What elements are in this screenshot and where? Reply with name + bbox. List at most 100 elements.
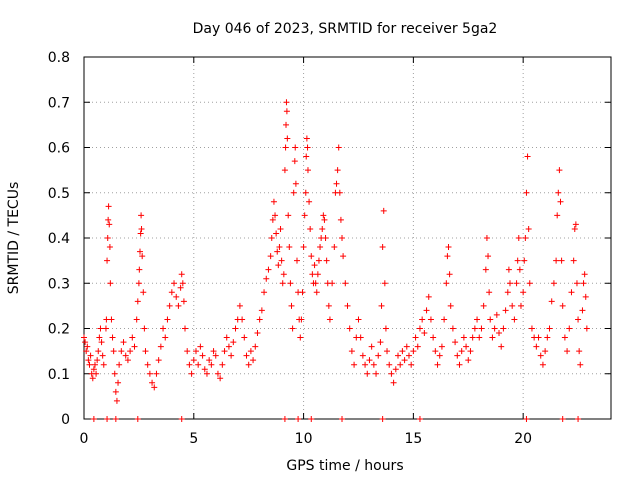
data-point	[414, 343, 421, 350]
data-point	[104, 257, 111, 264]
data-point	[436, 352, 443, 359]
data-point	[542, 348, 549, 355]
data-point	[308, 253, 315, 260]
x-tick-label: 15	[404, 431, 422, 447]
data-point	[140, 289, 147, 296]
data-point	[142, 348, 149, 355]
data-point	[175, 302, 182, 309]
data-point	[460, 334, 467, 341]
data-point	[381, 280, 388, 287]
data-point	[272, 212, 279, 219]
data-point	[517, 302, 524, 309]
data-point-zero	[295, 416, 302, 422]
data-point	[583, 325, 590, 332]
data-point	[364, 370, 371, 377]
data-point	[425, 293, 432, 300]
data-point	[523, 189, 530, 196]
data-point	[446, 271, 453, 278]
data-point	[269, 216, 276, 223]
data-point	[375, 352, 382, 359]
data-point	[447, 302, 454, 309]
data-point	[496, 330, 503, 337]
data-point	[290, 189, 297, 196]
data-point	[504, 289, 511, 296]
data-point	[86, 361, 93, 368]
data-point	[105, 203, 112, 210]
data-point	[576, 348, 583, 355]
data-point	[582, 293, 589, 300]
data-point	[548, 298, 555, 305]
data-point	[342, 280, 349, 287]
data-point	[141, 325, 148, 332]
data-point	[469, 334, 476, 341]
data-point	[168, 289, 175, 296]
data-point	[263, 275, 270, 282]
data-point-zero	[559, 416, 566, 422]
data-point	[311, 262, 318, 269]
data-point	[256, 316, 263, 323]
data-point	[217, 375, 224, 382]
chart-title: Day 046 of 2023, SRMTID for receiver 5ga…	[193, 21, 498, 37]
data-point	[486, 289, 493, 296]
data-point	[474, 316, 481, 323]
data-point	[502, 307, 509, 314]
data-point	[339, 235, 346, 241]
data-point-zero	[339, 416, 346, 422]
data-point	[230, 339, 237, 346]
grid	[84, 57, 611, 419]
data-point	[113, 397, 120, 404]
data-point	[195, 361, 202, 368]
data-point	[293, 257, 300, 264]
data-point	[180, 298, 187, 305]
data-point	[106, 221, 113, 228]
data-point-zero	[416, 416, 423, 422]
data-point	[192, 348, 199, 355]
data-point	[423, 307, 430, 314]
data-point	[127, 348, 134, 355]
data-point	[390, 379, 397, 386]
data-point	[441, 316, 448, 323]
data-point	[182, 325, 189, 332]
data-point	[268, 235, 275, 241]
data-point	[199, 352, 206, 359]
data-point	[109, 334, 116, 341]
data-point	[521, 257, 528, 264]
y-tick-label: 0.4	[48, 231, 70, 247]
data-point	[483, 235, 490, 241]
data-point	[270, 198, 277, 205]
data-point	[333, 180, 340, 187]
data-point	[397, 361, 404, 368]
data-point	[317, 244, 324, 251]
data-point	[535, 334, 542, 341]
data-point	[283, 108, 290, 115]
data-point	[95, 348, 102, 355]
x-tick-label: 0	[80, 431, 89, 447]
x-tick-label: 10	[295, 431, 313, 447]
data-point	[525, 225, 532, 232]
data-point	[139, 253, 146, 260]
data-point	[432, 348, 439, 355]
data-point	[283, 121, 290, 128]
data-point	[421, 330, 428, 337]
data-point	[298, 316, 305, 323]
data-point	[323, 257, 330, 264]
data-point	[286, 244, 293, 251]
data-point	[498, 343, 505, 350]
data-point	[337, 216, 344, 223]
data-point	[315, 257, 322, 264]
data-point	[357, 334, 364, 341]
data-point	[489, 334, 496, 341]
data-point	[557, 198, 564, 205]
data-point	[236, 302, 243, 309]
y-tick-label: 0.5	[48, 186, 70, 202]
data-point	[301, 212, 308, 219]
data-point	[511, 316, 518, 323]
data-point	[505, 266, 512, 273]
data-point	[454, 352, 461, 359]
data-point	[292, 180, 299, 187]
data-point	[261, 289, 268, 296]
data-point	[556, 167, 563, 174]
data-point	[93, 370, 100, 377]
data-point	[506, 280, 513, 287]
